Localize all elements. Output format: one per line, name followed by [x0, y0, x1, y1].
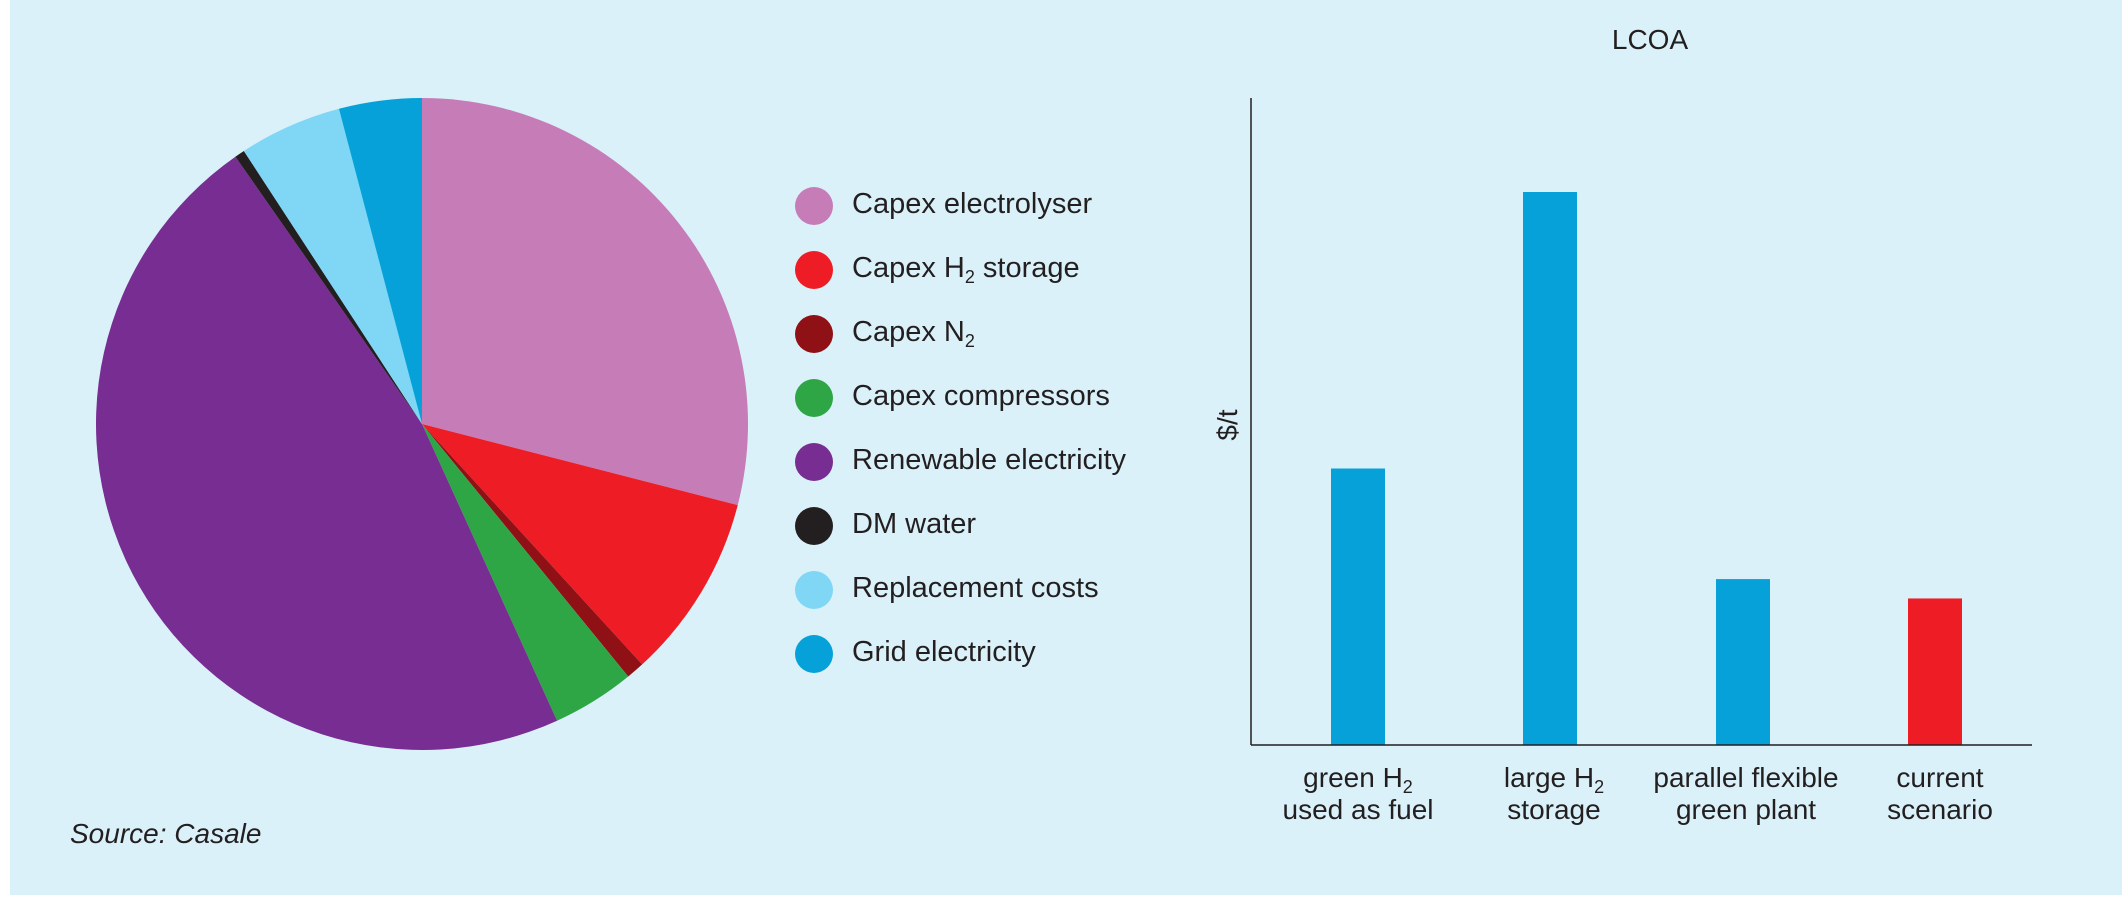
- x-tick-label-parallel-flexible: parallel flexible green plant: [1653, 762, 1839, 825]
- legend-swatch: [795, 635, 833, 673]
- pie-slice-capex-h2-storage: [422, 424, 738, 665]
- legend-item-replacement-costs: Replacement costs: [795, 558, 1126, 622]
- legend-label: DM water: [852, 508, 977, 540]
- bar-chart: [1250, 98, 2032, 746]
- legend-label: Capex N2: [852, 316, 975, 351]
- x-tick-label-current-scenario: current scenario: [1887, 762, 1993, 825]
- legend-swatch: [795, 187, 833, 225]
- legend-label: Grid electricity: [852, 636, 1036, 668]
- pie-chart: [96, 98, 748, 750]
- pie-slice-dm-water: [235, 150, 422, 424]
- bar-2: [1716, 579, 1770, 745]
- legend-label: Capex electrolyser: [852, 188, 1093, 220]
- figure-panel: Capex electrolyser Capex H2 storage Cape…: [10, 0, 2122, 895]
- legend-swatch: [795, 443, 833, 481]
- legend-label: Capex compressors: [852, 380, 1110, 412]
- legend-item-capex-compressors: Capex compressors: [795, 366, 1126, 430]
- legend-item-grid-electricity: Grid electricity: [795, 622, 1126, 686]
- legend-swatch: [795, 315, 833, 353]
- source-note: Source: Casale: [70, 818, 262, 849]
- pie-slice-capex-electrolyser: [422, 98, 748, 506]
- legend-label: Replacement costs: [852, 572, 1099, 604]
- bar-chart-title: LCOA: [1611, 24, 1689, 55]
- bar-0: [1331, 468, 1385, 745]
- pie-slice-capex-n2: [422, 424, 643, 677]
- legend-swatch: [795, 571, 833, 609]
- legend-item-capex-n2: Capex N2: [795, 302, 1126, 366]
- x-tick-label-green-h2: green H2 used as fuel: [1282, 762, 1434, 825]
- legend-label: Capex H2 storage: [852, 252, 1080, 287]
- legend-item-dm-water: DM water: [795, 494, 1126, 558]
- legend-swatch: [795, 379, 833, 417]
- legend-item-capex-h2-storage: Capex H2 storage: [795, 238, 1126, 302]
- legend-item-capex-electrolyser: Capex electrolyser: [795, 174, 1126, 238]
- legend-item-renewable-electricity: Renewable electricity: [795, 430, 1126, 494]
- pie-legend: Capex electrolyser Capex H2 storage Cape…: [795, 174, 1126, 686]
- pie-slice-replacement-costs: [243, 108, 422, 425]
- pie-slice-grid-electricity: [338, 98, 422, 424]
- bar-3: [1908, 598, 1962, 745]
- legend-swatch: [795, 507, 833, 545]
- x-tick-label-large-h2-storage: large H2 storage: [1503, 762, 1605, 825]
- pie-slice-renewable-electricity: [96, 156, 558, 750]
- legend-swatch: [795, 251, 833, 289]
- bar-1: [1523, 192, 1577, 745]
- pie-slice-capex-compressors: [422, 424, 629, 721]
- legend-label: Renewable electricity: [852, 444, 1127, 476]
